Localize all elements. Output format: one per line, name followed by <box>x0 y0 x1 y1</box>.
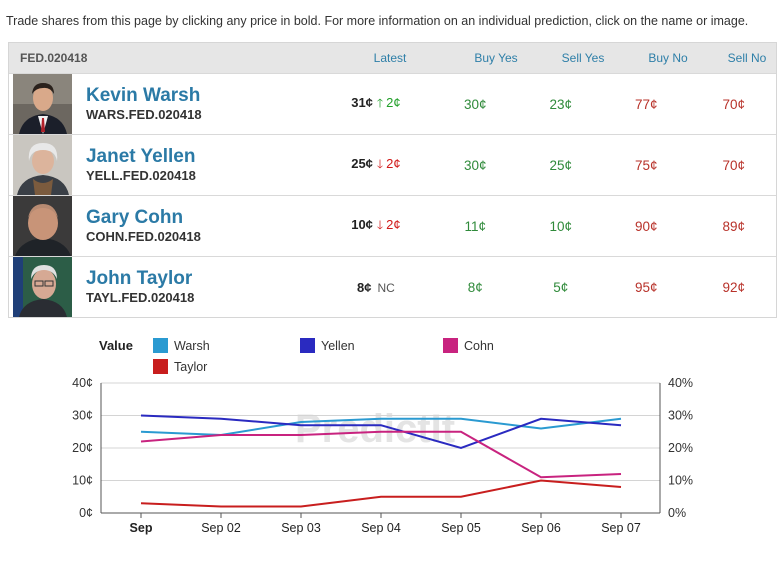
price-change: 2¢ <box>386 155 401 171</box>
contract-name-link[interactable]: John Taylor <box>85 268 193 289</box>
legend-title: Value <box>99 338 133 353</box>
intro-text: Trade shares from this page by clicking … <box>6 14 749 28</box>
sell-yes-price[interactable]: 5¢ <box>553 279 569 295</box>
contract-row-yellen: Janet Yellen YELL.FED.020418 25¢ 🡓 2¢ 30¢ … <box>9 134 776 195</box>
latest-value: 25¢ <box>351 155 373 171</box>
warsh-photo[interactable] <box>13 74 72 134</box>
price-history-chart: Value Warsh Yellen Cohn Taylor PredictIt 0¢ 0% 1… <box>72 338 693 535</box>
price-change: 2¢ <box>386 94 401 110</box>
y-tick-left: 20¢ <box>72 441 93 455</box>
col-latest: Latest <box>373 51 407 65</box>
arrow-down-icon: 🡓 <box>376 217 384 232</box>
taylor-photo[interactable] <box>13 257 72 317</box>
yellen-photo[interactable] <box>13 135 72 195</box>
y-tick-left: 40¢ <box>72 376 93 390</box>
latest-price: 25¢ 🡓 2¢ <box>322 155 430 176</box>
contract-name-link[interactable]: Kevin Warsh <box>85 85 201 106</box>
sell-yes-price[interactable]: 10¢ <box>549 218 572 234</box>
x-tick-label: Sep <box>130 521 153 535</box>
sell-no-price[interactable]: 70¢ <box>722 96 745 112</box>
col-buy-yes: Buy Yes <box>474 51 518 65</box>
sell-no-price[interactable]: 70¢ <box>722 157 745 173</box>
y-tick-right: 30% <box>668 409 693 423</box>
latest-value: 31¢ <box>351 94 373 110</box>
buy-no-price[interactable]: 77¢ <box>634 96 658 112</box>
arrow-up-icon: 🡑 <box>376 95 384 110</box>
buy-yes-price[interactable]: 30¢ <box>463 96 487 112</box>
arrow-down-icon: 🡓 <box>376 156 384 171</box>
buy-no-price[interactable]: 95¢ <box>634 279 658 295</box>
legend-label-taylor: Taylor <box>174 360 207 374</box>
legend-label-yellen: Yellen <box>321 339 355 353</box>
contract-name-link[interactable]: Gary Cohn <box>85 207 184 228</box>
contract-name-link[interactable]: Janet Yellen <box>85 146 196 167</box>
col-sell-yes: Sell Yes <box>561 51 605 65</box>
legend-label-warsh: Warsh <box>174 339 210 353</box>
buy-yes-price[interactable]: 8¢ <box>467 279 483 295</box>
sell-yes-price[interactable]: 23¢ <box>549 96 572 112</box>
y-tick-right: 20% <box>668 441 693 455</box>
market-header: FED.020418 Latest Buy Yes Sell Yes Buy N… <box>9 43 776 73</box>
col-buy-no: Buy No <box>648 51 688 65</box>
y-tick-right: 40% <box>668 376 693 390</box>
buy-yes-price[interactable]: 11¢ <box>464 218 486 234</box>
latest-price: 10¢ 🡓 2¢ <box>322 216 430 237</box>
latest-price: 8¢ NC <box>322 280 430 295</box>
market-id: FED.020418 <box>20 51 88 65</box>
x-tick-label: Sep 07 <box>601 521 641 535</box>
price-change: NC <box>377 280 395 295</box>
buy-yes-price[interactable]: 30¢ <box>463 157 487 173</box>
contract-ticker: WARS.FED.020418 <box>85 107 202 122</box>
series-line-taylor <box>140 479 622 508</box>
y-tick-left: 10¢ <box>72 474 93 488</box>
legend-swatch <box>153 338 168 353</box>
price-change: 2¢ <box>386 216 401 232</box>
contract-info: Gary Cohn COHN.FED.020418 <box>86 207 322 245</box>
legend-swatch <box>300 338 315 353</box>
contract-row-cohn: Gary Cohn COHN.FED.020418 10¢ 🡓 2¢ 11¢ 10¢… <box>9 195 776 256</box>
watermark-logo: PredictIt <box>295 407 455 451</box>
market-table: FED.020418 Latest Buy Yes Sell Yes Buy N… <box>8 42 777 318</box>
buy-no-price[interactable]: 75¢ <box>634 157 658 173</box>
contract-row-taylor: John Taylor TAYL.FED.020418 8¢ NC 8¢ 5¢ 9… <box>9 256 776 317</box>
contract-info: Janet Yellen YELL.FED.020418 <box>86 146 322 184</box>
x-tick-label: Sep 02 <box>201 521 241 535</box>
y-tick-right: 0% <box>668 506 686 520</box>
series-line-cohn <box>140 430 622 479</box>
col-sell-no: Sell No <box>727 51 767 65</box>
y-tick-right: 10% <box>668 474 693 488</box>
buy-no-price[interactable]: 90¢ <box>634 218 658 234</box>
y-tick-left: 30¢ <box>72 409 93 423</box>
contract-row-warsh: Kevin Warsh WARS.FED.020418 31¢ 🡑 2¢ 30¢ 2… <box>9 73 776 134</box>
contract-info: John Taylor TAYL.FED.020418 <box>86 268 322 306</box>
legend-label-cohn: Cohn <box>464 339 494 353</box>
x-tick-label: Sep 03 <box>281 521 321 535</box>
cohn-photo[interactable] <box>13 196 72 256</box>
contract-info: Kevin Warsh WARS.FED.020418 <box>86 85 322 123</box>
contract-ticker: COHN.FED.020418 <box>85 229 201 244</box>
latest-value: 8¢ <box>357 279 372 295</box>
series-line-yellen <box>140 414 622 450</box>
y-tick-left: 0¢ <box>79 506 93 520</box>
x-tick-label: Sep 06 <box>521 521 561 535</box>
sell-yes-price[interactable]: 25¢ <box>549 157 572 173</box>
sell-no-price[interactable]: 92¢ <box>722 279 745 295</box>
contract-ticker: YELL.FED.020418 <box>85 168 196 183</box>
legend-swatch <box>153 359 168 374</box>
x-tick-label: Sep 05 <box>441 521 481 535</box>
latest-price: 31¢ 🡑 2¢ <box>322 94 430 115</box>
latest-value: 10¢ <box>351 216 373 232</box>
contract-ticker: TAYL.FED.020418 <box>85 290 195 305</box>
x-tick-label: Sep 04 <box>361 521 401 535</box>
legend-swatch <box>443 338 458 353</box>
sell-no-price[interactable]: 89¢ <box>722 218 745 234</box>
